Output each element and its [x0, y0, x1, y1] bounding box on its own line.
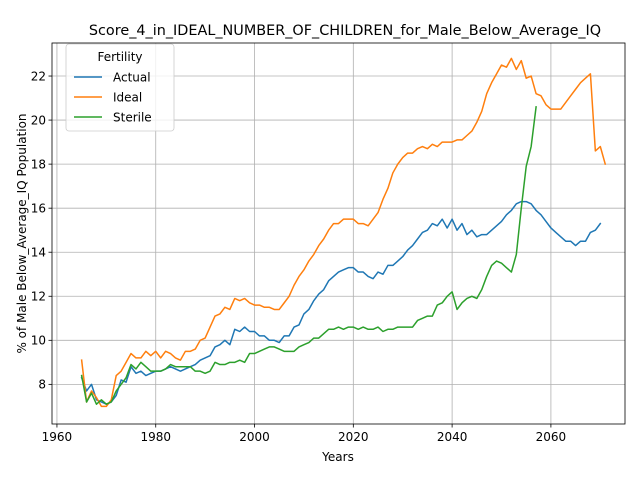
x-tick-label: 2020	[338, 430, 369, 444]
y-tick-label: 22	[31, 69, 46, 83]
x-tick-label: 2040	[437, 430, 468, 444]
y-tick-label: 8	[38, 378, 46, 392]
y-axis-ticks: 8 10 12 14 16 18 20 22	[31, 69, 52, 392]
y-tick-label: 20	[31, 113, 46, 127]
y-tick-label: 18	[31, 157, 46, 171]
x-tick-label: 1980	[140, 430, 171, 444]
chart-title: Score_4_in_IDEAL_NUMBER_OF_CHILDREN_for_…	[89, 23, 601, 39]
y-tick-label: 12	[31, 290, 46, 304]
x-axis-ticks: 1960 1980 2000 2020 2040 2060	[42, 424, 567, 444]
y-tick-label: 16	[31, 201, 46, 215]
x-tick-label: 2060	[536, 430, 567, 444]
legend-title: Fertility	[97, 50, 142, 64]
x-tick-label: 2000	[239, 430, 270, 444]
legend-label-sterile: Sterile	[113, 110, 152, 124]
series-line-ideal	[80, 57, 607, 408]
legend-label-actual: Actual	[113, 70, 151, 84]
series-line-sterile	[80, 106, 537, 405]
legend-box	[65, 43, 175, 132]
x-tick-label: 1960	[42, 430, 73, 444]
series-lines	[80, 57, 607, 408]
plot-frame	[51, 42, 626, 425]
legend-label-ideal: Ideal	[113, 90, 142, 104]
series-line-actual	[80, 200, 602, 405]
legend: Fertility Actual Ideal Sterile	[65, 43, 175, 132]
y-axis-label: % of Male Below_Average_IQ Population	[15, 113, 29, 353]
y-tick-label: 14	[31, 246, 46, 260]
y-tick-label: 10	[31, 334, 46, 348]
grid	[52, 43, 625, 424]
x-axis-label: Years	[321, 450, 354, 464]
